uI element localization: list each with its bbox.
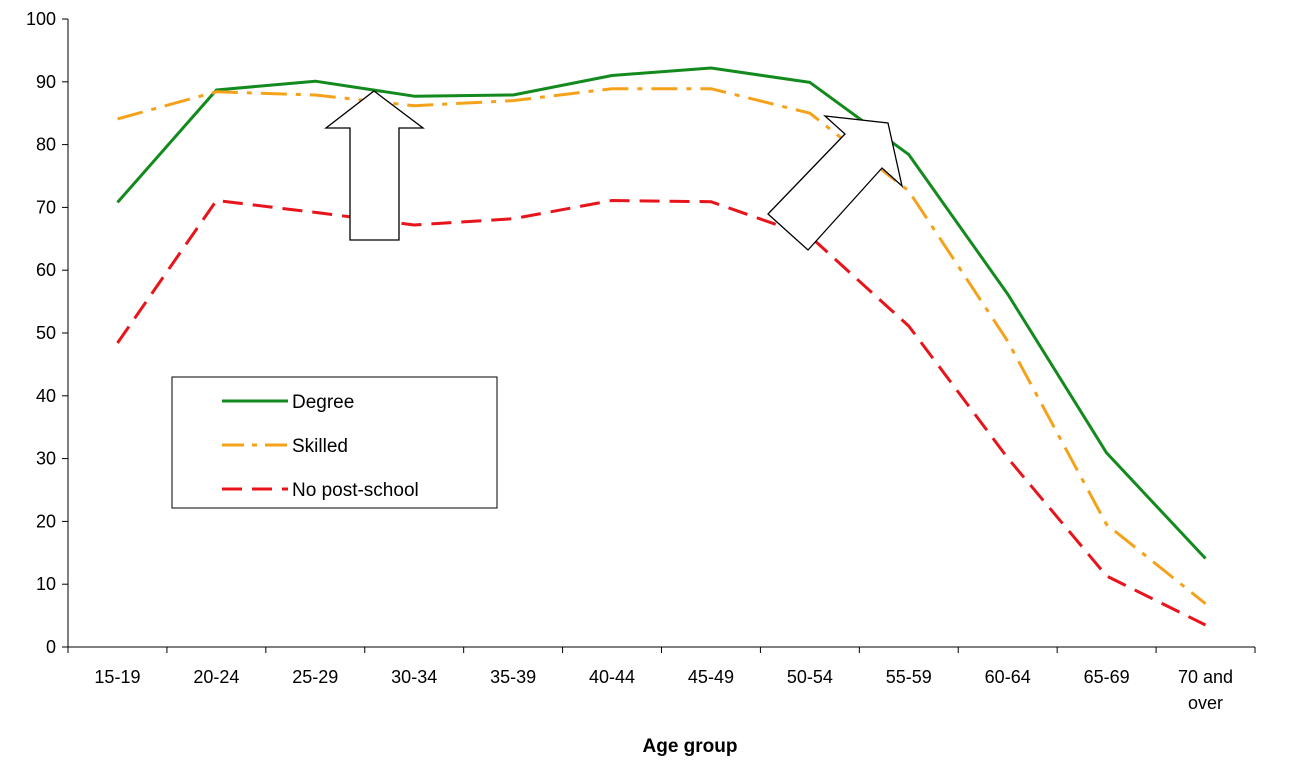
x-tick-label: 15-19 [94,667,140,687]
series-line-skilled [117,87,1207,605]
x-tick-label: 30-34 [391,667,437,687]
x-tick-label: 25-29 [292,667,338,687]
legend-box [171,376,498,509]
x-tick-label: 45-49 [688,667,734,687]
x-tick-label: 60-64 [985,667,1031,687]
legend-label: Degree [292,392,354,413]
x-tick-label: 55-59 [886,667,932,687]
y-tick-label: 30 [36,449,56,469]
y-tick-label: 10 [36,574,56,594]
y-axis-ticks: 0 10 20 30 40 50 60 70 80 90 100 [26,9,68,657]
y-tick-label: 90 [36,72,56,92]
y-tick-label: 100 [26,9,56,29]
legend: Degree Skilled No post-school [171,376,498,509]
y-tick-label: 60 [36,260,56,280]
y-tick-label: 70 [36,197,56,217]
y-tick-label: 50 [36,323,56,343]
annotation-arrow-up [324,90,425,241]
x-tick-label: 40-44 [589,667,635,687]
y-tick-label: 40 [36,386,56,406]
legend-items: Degree Skilled No post-school [222,392,419,501]
y-tick-label: 0 [46,637,56,657]
series-lines [116,66,1207,627]
x-tick-label: 50-54 [787,667,833,687]
series-line-no-post-school [116,199,1207,627]
x-tick-label: 70 and over [1178,667,1233,713]
x-axis-ticks: 15-19 20-24 25-29 30-34 35-39 40-44 45-49 50-54… [67,647,1256,713]
series-line-degree [116,66,1207,560]
legend-label: No post-school [292,480,419,501]
y-tick-label: 20 [36,511,56,531]
x-axis-title: Age group [643,736,738,757]
legend-label: Skilled [292,436,348,457]
annotation-arrow-up-right [767,115,904,251]
x-tick-label: 65-69 [1084,667,1130,687]
y-tick-label: 80 [36,135,56,155]
x-tick-label: 20-24 [193,667,239,687]
x-tick-label: 35-39 [490,667,536,687]
